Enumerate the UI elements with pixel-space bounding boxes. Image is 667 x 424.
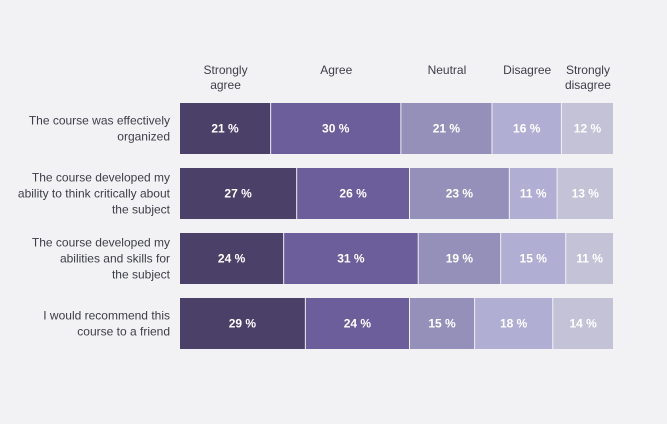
legend-label-strongly-disagree: Strongly disagree (565, 63, 611, 92)
plot-area: 21 % 30 % 21 % 16 % 12 % 27 % 26 % 23 % 11 % 13 %… (180, 103, 613, 349)
data-label: 21 % (433, 122, 461, 136)
legend-label-strongly-agree: Strongly agree (204, 63, 248, 92)
legend-label-agree: Agree (320, 63, 352, 77)
data-label: 30 % (322, 122, 350, 136)
bar-agree-2[interactable] (297, 168, 410, 219)
category-label: The course developed my abilities and ski… (32, 236, 171, 282)
data-label: 14 % (569, 317, 597, 331)
legend-label-neutral: Neutral (428, 63, 467, 77)
category-label: The course developed my ability to think … (18, 171, 171, 217)
data-label: 21 % (211, 122, 239, 136)
bar-strongly-disagree-3[interactable] (566, 233, 613, 284)
bar-neutral-2[interactable] (410, 168, 509, 219)
bar-strongly-agree-4[interactable] (180, 298, 305, 349)
data-label: 24 % (218, 252, 246, 266)
data-label: 12 % (574, 122, 602, 136)
bar-disagree-1[interactable] (492, 103, 561, 154)
data-label: 23 % (446, 187, 474, 201)
bar-agree-4[interactable] (305, 298, 410, 349)
bar-disagree-3[interactable] (501, 233, 566, 284)
bar-neutral-1[interactable] (401, 103, 492, 154)
data-label: 15 % (428, 317, 456, 331)
data-label: 13 % (572, 187, 600, 201)
bar-strongly-agree-3[interactable] (180, 233, 284, 284)
data-label: 16 % (513, 122, 541, 136)
bar-strongly-disagree-2[interactable] (557, 168, 613, 219)
data-label: 15 % (520, 252, 548, 266)
bar-disagree-4[interactable] (475, 298, 553, 349)
bar-strongly-disagree-4[interactable] (553, 298, 613, 349)
bar-agree-3[interactable] (284, 233, 418, 284)
data-label: 11 % (520, 187, 547, 201)
legend-label-disagree: Disagree (503, 63, 551, 77)
bar-strongly-agree-1[interactable] (180, 103, 271, 154)
category-labels: The course was effectively organized The c… (18, 114, 171, 339)
bar-strongly-disagree-1[interactable] (561, 103, 613, 154)
data-label: 27 % (224, 187, 252, 201)
data-label: 26 % (339, 187, 367, 201)
bar-strongly-agree-2[interactable] (180, 168, 297, 219)
category-label: The course was effectively organized (29, 114, 170, 144)
data-label: 11 % (576, 252, 603, 266)
data-label: 29 % (229, 317, 257, 331)
data-label: 19 % (446, 252, 474, 266)
bar-disagree-2[interactable] (509, 168, 557, 219)
data-label: 18 % (500, 317, 528, 331)
bar-neutral-4[interactable] (410, 298, 475, 349)
data-label: 31 % (337, 252, 365, 266)
bar-neutral-3[interactable] (418, 233, 501, 284)
bar-agree-1[interactable] (271, 103, 401, 154)
series-headers: Strongly agree Agree Neutral Disagree Strongl… (204, 63, 612, 92)
category-label: I would recommend this course to a friend (43, 309, 170, 339)
data-label: 24 % (344, 317, 372, 331)
